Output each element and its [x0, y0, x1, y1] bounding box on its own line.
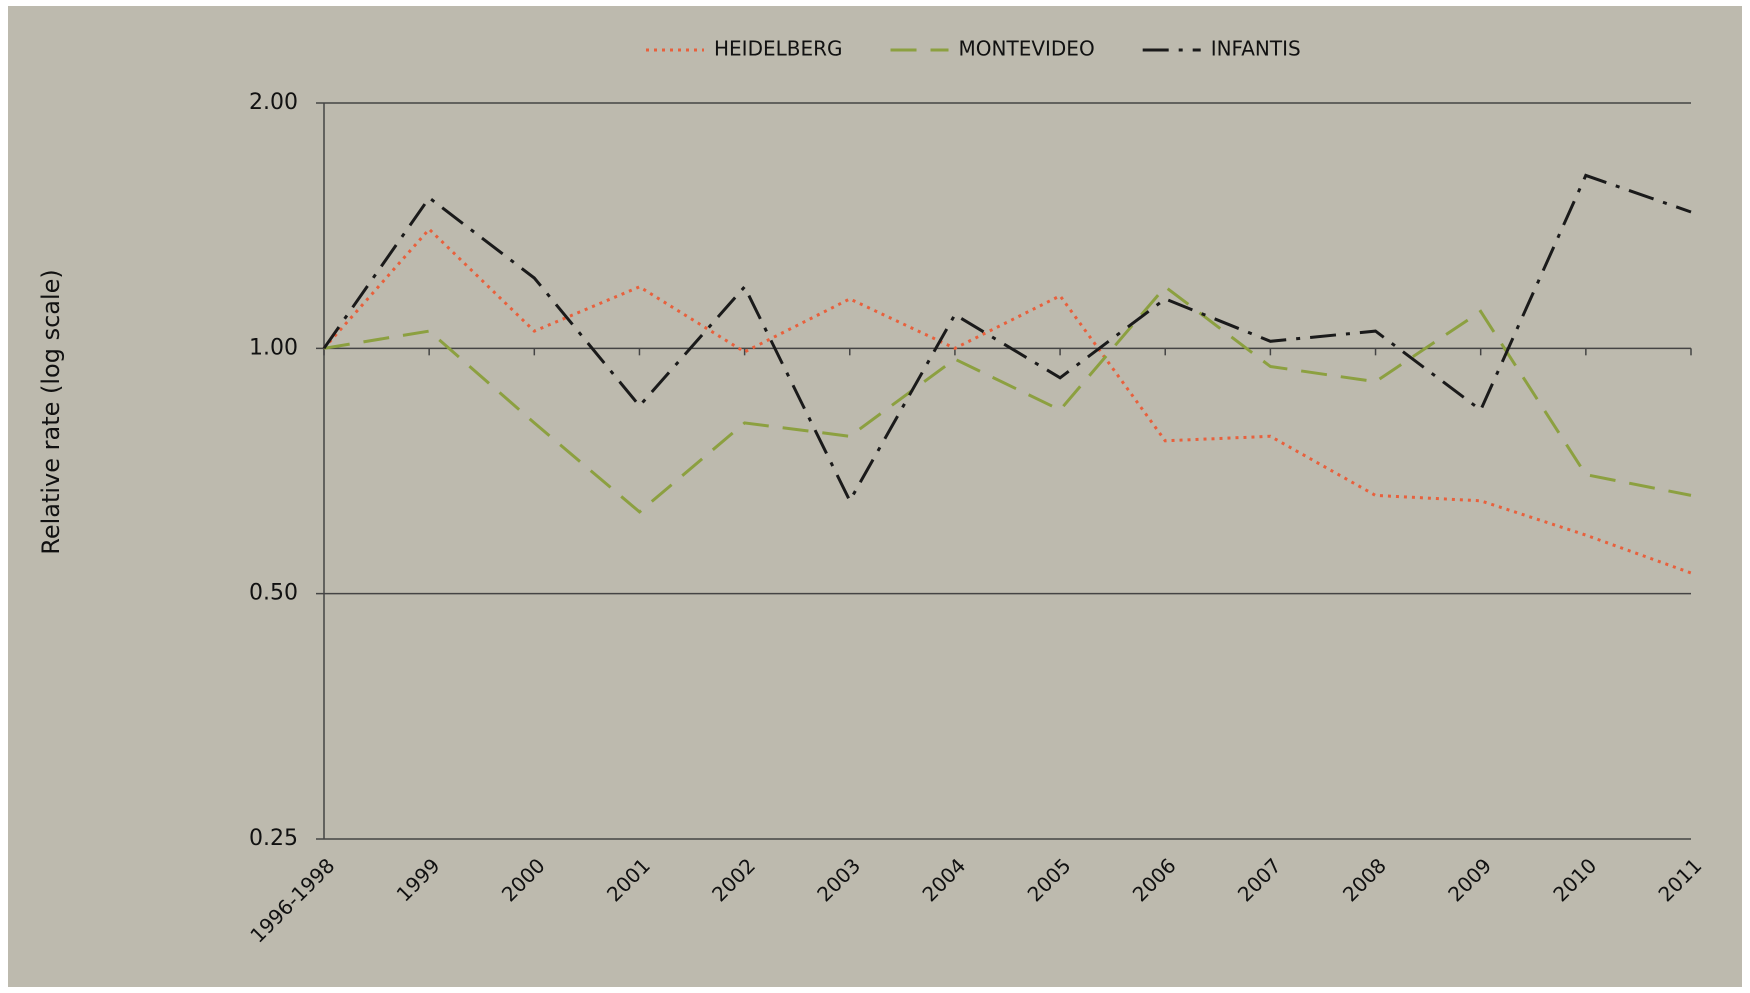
legend-label: INFANTIS — [1211, 37, 1301, 61]
legend: HEIDELBERG MONTEVIDEO INFANTIS — [646, 37, 1301, 61]
series-line — [322, 173, 1692, 505]
chart-background — [8, 6, 1742, 987]
y-tick-label: 0.25 — [249, 826, 298, 851]
legend-label: MONTEVIDEO — [959, 37, 1095, 61]
y-tick-label: 1.00 — [249, 335, 298, 360]
legend-label: HEIDELBERG — [714, 37, 843, 61]
y-axis-label: Relative rate (log scale) — [37, 269, 65, 555]
y-tick-label: 2.00 — [249, 90, 298, 115]
series-line — [323, 284, 1692, 514]
y-tick-label: 0.50 — [249, 581, 298, 606]
